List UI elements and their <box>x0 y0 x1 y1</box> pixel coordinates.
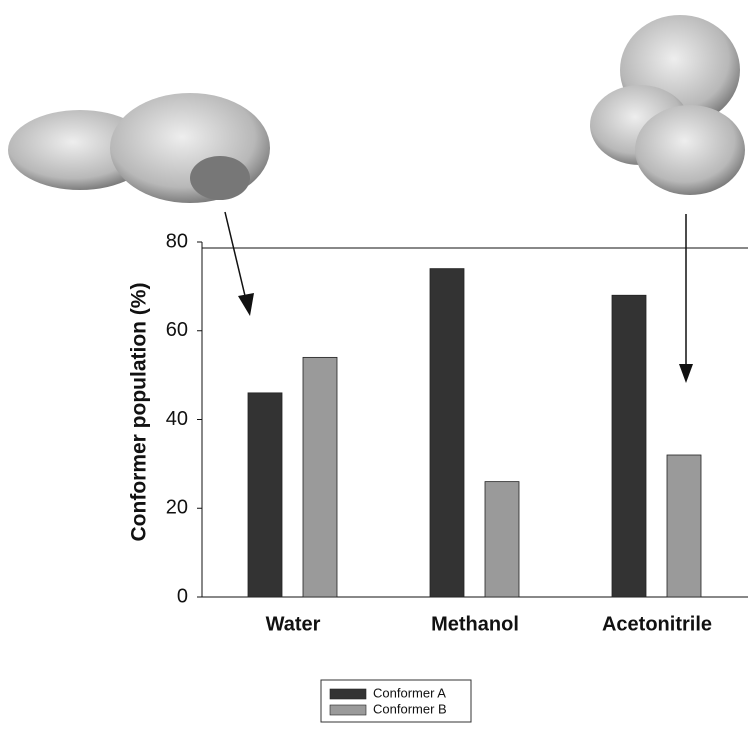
bar <box>248 393 282 597</box>
bar <box>667 455 701 597</box>
legend-label: Conformer B <box>373 701 447 716</box>
molecule-left <box>8 93 270 203</box>
y-tick-label: 40 <box>166 408 188 430</box>
bar <box>485 482 519 597</box>
x-tick-label: Water <box>266 613 321 635</box>
x-tick-label: Methanol <box>431 613 519 635</box>
legend-swatch <box>330 705 366 715</box>
chart: Conformer population (%) Conformer AConf… <box>0 0 748 727</box>
legend-label: Conformer A <box>373 685 446 700</box>
bar <box>430 269 464 597</box>
molecule-right <box>590 15 745 195</box>
bar <box>612 295 646 597</box>
y-tick-label: 60 <box>166 319 188 341</box>
y-tick-label: 80 <box>166 230 188 252</box>
legend-swatch <box>330 689 366 699</box>
x-tick-label: Acetonitrile <box>602 613 712 635</box>
y-axis-label: Conformer population (%) <box>128 283 151 542</box>
y-tick-label: 20 <box>166 497 188 519</box>
bar <box>303 357 337 597</box>
y-tick-label: 0 <box>177 585 188 607</box>
